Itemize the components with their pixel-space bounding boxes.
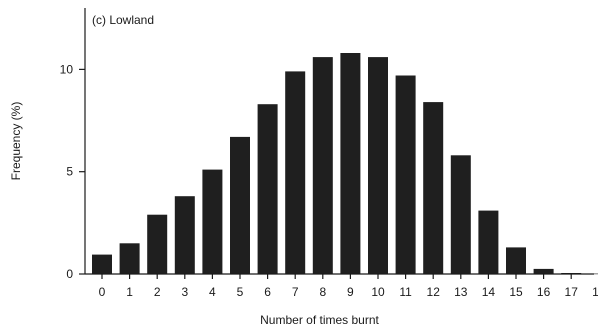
bar-16	[533, 268, 554, 274]
x-tick-label: 2	[154, 285, 161, 299]
x-tick-label: 5	[237, 285, 244, 299]
bar-4	[202, 169, 223, 274]
y-axis-ticks: 0 5 10	[60, 62, 85, 281]
bar-6	[257, 104, 278, 274]
y-axis-title: Frequency (%)	[9, 102, 23, 181]
y-tick-label: 5	[66, 165, 73, 179]
bar-10	[368, 57, 388, 274]
x-tick-label: 12	[427, 285, 441, 299]
x-tick-label: 11	[399, 285, 412, 299]
x-axis-title: Number of times burnt	[260, 313, 379, 327]
x-tick-label: 14	[482, 285, 496, 299]
x-axis-ticks: 0123456789101112131415161718	[99, 274, 598, 299]
x-tick-label: 10	[371, 285, 385, 299]
bar-15	[506, 247, 526, 274]
x-tick-label: 9	[347, 285, 354, 299]
y-tick-label: 10	[60, 62, 74, 76]
x-tick-label: 7	[292, 285, 299, 299]
x-tick-label: 4	[209, 285, 216, 299]
bar-2	[147, 214, 168, 274]
bar-11	[395, 75, 416, 274]
bar-3	[174, 196, 195, 274]
bar-9	[340, 53, 361, 274]
bar-1	[119, 243, 140, 274]
x-tick-label: 6	[264, 285, 271, 299]
bar-7	[285, 71, 306, 275]
x-tick-label: 0	[99, 285, 106, 299]
bar-5	[230, 136, 250, 274]
bars	[92, 53, 598, 275]
bar-14	[478, 210, 499, 274]
x-tick-label: 17	[565, 285, 579, 299]
panel-label: (c) Lowland	[92, 13, 154, 27]
y-tick-label: 0	[66, 267, 73, 281]
bar-13	[450, 155, 471, 274]
bar-0	[92, 254, 112, 274]
x-tick-label: 16	[537, 285, 551, 299]
x-tick-label: 18	[592, 285, 598, 299]
bar-12	[423, 102, 444, 274]
x-tick-label: 13	[454, 285, 468, 299]
x-tick-label: 3	[181, 285, 188, 299]
bar-8	[312, 57, 333, 274]
x-tick-label: 1	[126, 285, 133, 299]
x-tick-label: 8	[319, 285, 326, 299]
x-tick-label: 15	[509, 285, 523, 299]
